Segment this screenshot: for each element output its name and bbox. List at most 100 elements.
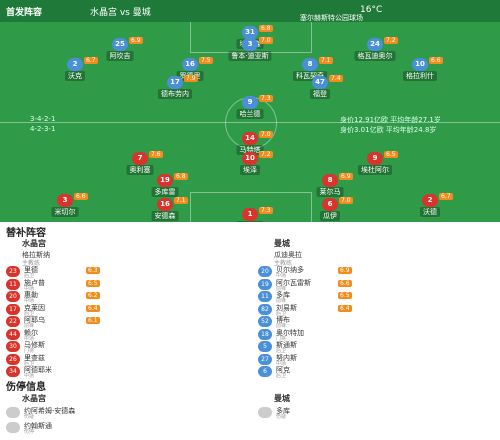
jersey-number: 16 bbox=[182, 58, 198, 71]
injury-status: 伤停 bbox=[24, 429, 35, 435]
player-rating: 6.7 bbox=[439, 193, 453, 200]
sub-number: 6 bbox=[258, 366, 272, 377]
coach-name: 瓜迪奥拉 bbox=[274, 251, 302, 259]
lists bbox=[0, 222, 500, 440]
player-rating: 7.9 bbox=[184, 75, 198, 82]
injury-status: 伤疑 bbox=[276, 414, 287, 420]
sub-name: 斯通斯 bbox=[276, 341, 297, 349]
formation: 3-4-2-1 bbox=[30, 115, 56, 123]
sub-name: 刘易斯 bbox=[276, 303, 297, 312]
sub-number: 17 bbox=[6, 303, 20, 315]
player-name: 马特塔 bbox=[236, 145, 264, 155]
jersey-number: 1 bbox=[242, 208, 258, 221]
sub-position: 后卫 bbox=[24, 310, 35, 317]
player-rating: 7.5 bbox=[199, 57, 213, 64]
sub-name: 阿德耶米 bbox=[24, 366, 52, 374]
sub-rating: 6.5 bbox=[86, 279, 100, 287]
sub-number: 52 bbox=[258, 316, 272, 327]
weather: 16°C bbox=[360, 5, 383, 15]
sub-number: 34 bbox=[6, 366, 20, 377]
player-name: 福登 bbox=[310, 89, 330, 99]
sub-position: 前锋 bbox=[276, 323, 287, 329]
player-rating: 6.8 bbox=[174, 173, 188, 180]
sub-position: 中场 bbox=[24, 335, 35, 342]
title: 首发阵容 bbox=[6, 8, 43, 18]
sub-rating: 6.4 bbox=[86, 304, 100, 312]
sub-rating: 6.4 bbox=[338, 304, 352, 312]
injured-name: 约阿希姆·安德森 bbox=[24, 407, 76, 415]
sub-name: 阿克 bbox=[276, 366, 290, 374]
sub-number: 82 bbox=[258, 303, 272, 315]
jersey-number: 10 bbox=[412, 58, 428, 71]
player-rating: 7.0 bbox=[339, 197, 353, 204]
player-rating: 6.7 bbox=[84, 57, 98, 64]
sub-name: 贝尔纳多 bbox=[276, 266, 304, 274]
formation: 4-2-3-1 bbox=[30, 125, 56, 133]
player-rating: 7.3 bbox=[259, 207, 273, 214]
jersey-number: 8 bbox=[322, 174, 338, 187]
sub-position: 后卫 bbox=[276, 310, 287, 317]
top-bar: 首发阵容 水晶宫 vs 曼城 16°C 塞尔赫斯特公园球场 bbox=[0, 0, 500, 22]
player-name: 沃德 bbox=[420, 207, 440, 217]
sub-position: 前锋 bbox=[24, 323, 35, 329]
sub-position: 门将 bbox=[24, 348, 35, 354]
jersey-number: 17 bbox=[167, 76, 183, 89]
sub-position: 中场 bbox=[276, 273, 287, 279]
player-name: 德布劳内 bbox=[158, 89, 192, 99]
sub-number: 11 bbox=[258, 291, 272, 302]
player-rating: 7.0 bbox=[259, 131, 273, 138]
sub-name: 里德 bbox=[24, 266, 38, 274]
match[interactable]: 水晶宫 vs 曼城 bbox=[90, 8, 151, 18]
sub-name: 马修斯 bbox=[24, 341, 45, 349]
player-rating: 7.1 bbox=[174, 197, 188, 204]
sub-position: 中场 bbox=[24, 373, 35, 379]
sub-number: 5 bbox=[258, 341, 272, 352]
sub-position: 中场 bbox=[24, 285, 35, 292]
sub-name: 阿耶乌 bbox=[24, 316, 45, 324]
player-name: 瓜伊 bbox=[320, 211, 340, 221]
sub-name: 奥尔特加 bbox=[276, 328, 304, 337]
jersey-number: 9 bbox=[367, 152, 383, 165]
jersey-number: 16 bbox=[157, 198, 173, 211]
player-name: 埃杜阿尔 bbox=[358, 165, 392, 175]
jersey-number: 2 bbox=[422, 194, 438, 207]
player-name: 格瓦迪奥尔 bbox=[354, 51, 396, 61]
player-name: 莱尔马 bbox=[316, 187, 344, 197]
jersey-number: 25 bbox=[112, 38, 128, 51]
team-name: 曼城 bbox=[274, 394, 290, 403]
sub-rating: 6.3 bbox=[86, 267, 100, 274]
sub-position: 中场 bbox=[24, 298, 35, 304]
player-rating: 6.8 bbox=[259, 25, 273, 32]
pitch: 3-4-2-1 身价12.91亿欧 平均年龄27.1岁 4-2-3-1 身价3.… bbox=[0, 22, 500, 231]
player-name: 米切尔 bbox=[51, 207, 79, 217]
jersey-number: 9 bbox=[242, 96, 258, 109]
player-name: 鲁本·迪亚斯 bbox=[228, 51, 272, 61]
sub-number: 44 bbox=[6, 328, 20, 340]
jersey-number: 14 bbox=[242, 132, 258, 145]
sub-position: 前锋 bbox=[276, 285, 287, 292]
player-name: 沃克 bbox=[65, 71, 85, 81]
sub-position: 后卫 bbox=[24, 273, 35, 279]
sub-rating: 6.5 bbox=[338, 292, 352, 299]
jersey-number: 8 bbox=[302, 58, 318, 71]
injured-name: 约翰斯通 bbox=[24, 422, 52, 430]
sub-position: 中场 bbox=[276, 360, 287, 367]
player-rating: 6.9 bbox=[129, 37, 143, 44]
injury-status: 伤疑 bbox=[24, 414, 35, 420]
sub-number: 11 bbox=[6, 278, 20, 290]
sub-position: 门将 bbox=[276, 335, 287, 342]
sub-name: 阿尔瓦雷斯 bbox=[276, 278, 311, 287]
player-rating: 7.3 bbox=[259, 95, 273, 102]
player-rating: 6.6 bbox=[74, 193, 88, 200]
sub-name: 赖尔 bbox=[24, 328, 38, 337]
player-name: 阿坎吉 bbox=[106, 51, 134, 61]
team-info: 身价12.91亿欧 平均年龄27.1岁 bbox=[340, 116, 441, 124]
penalty-box bbox=[190, 22, 312, 53]
player-rating: 7.4 bbox=[329, 75, 343, 82]
jersey-number: 10 bbox=[242, 152, 258, 165]
injured-name: 多库 bbox=[276, 407, 290, 415]
section-title: 替补阵容 bbox=[6, 228, 46, 239]
sub-name: 多库 bbox=[276, 291, 290, 299]
jersey-number: 7 bbox=[132, 152, 148, 165]
player-name: 格拉利什 bbox=[403, 71, 437, 81]
